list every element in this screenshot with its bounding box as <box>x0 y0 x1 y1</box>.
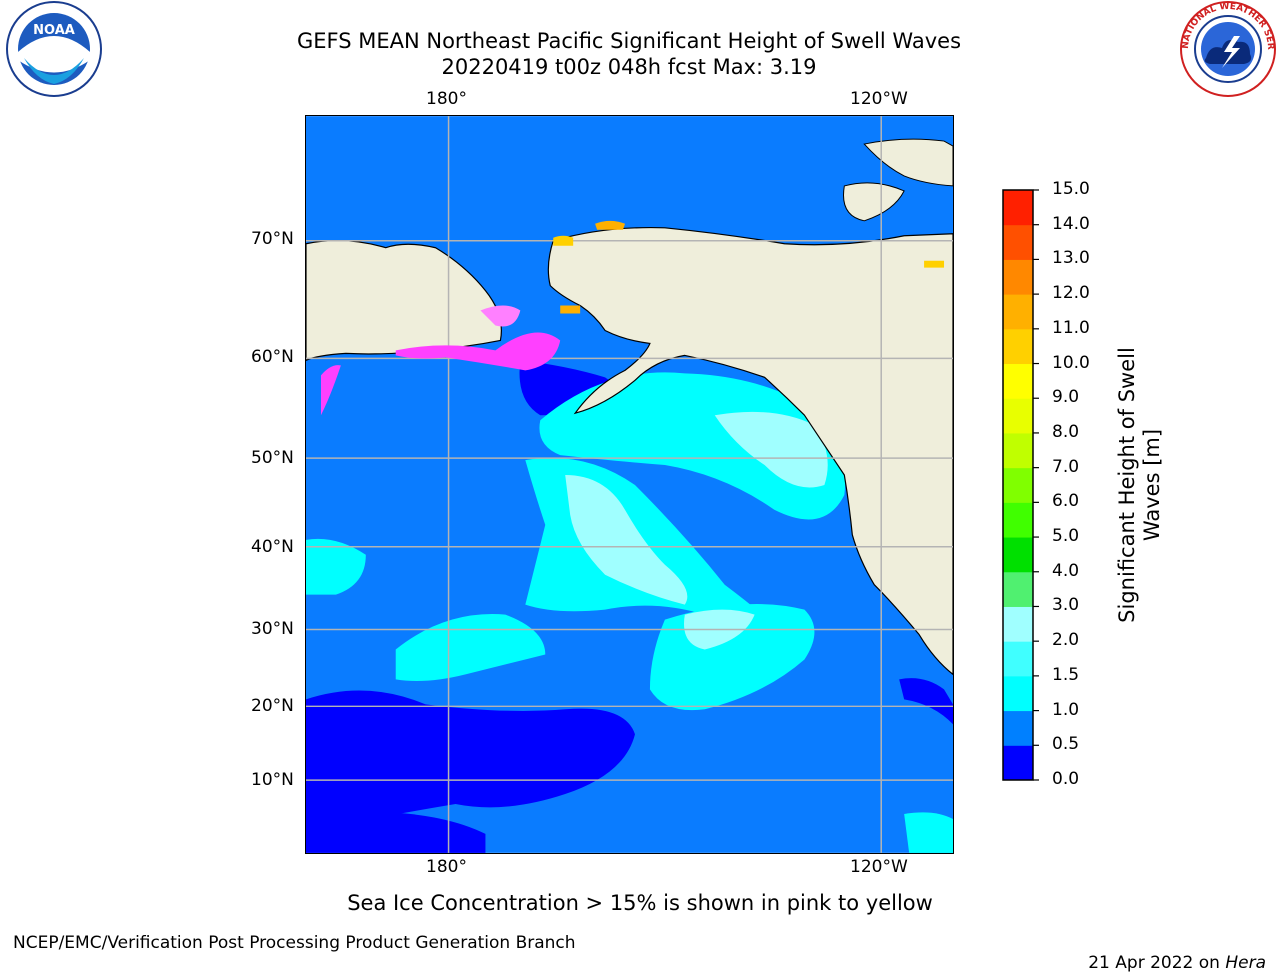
colorbar-segment-11 <box>1003 363 1033 399</box>
lon-tick-bottom-180: 180° <box>426 857 467 877</box>
colorbar-segment-2 <box>1003 675 1033 712</box>
gridlines <box>306 116 953 853</box>
nws-logo: NATIONAL WEATHER SERVICE <box>1176 0 1276 97</box>
colorbar-tick-label: 1.0 <box>1052 699 1080 720</box>
colorbar-tick-label: 1.5 <box>1052 664 1080 685</box>
noaa-logo-text: NOAA <box>33 23 75 38</box>
colorbar-tick-label: 6.0 <box>1052 491 1080 512</box>
colorbar-tick-label: 8.0 <box>1052 421 1080 442</box>
colorbar-segment-12 <box>1003 328 1033 365</box>
sea-ice-bering <box>395 332 561 371</box>
footer-date: 21 Apr 2022 on Hera <box>1077 933 1266 973</box>
swell-zone-low-southwest <box>306 811 486 853</box>
sea-ice-norton <box>480 305 521 327</box>
swell-height-map <box>305 115 954 854</box>
colorbar-tick-label: 14.0 <box>1052 213 1090 234</box>
sea-ice-yellow-1 <box>553 235 574 246</box>
colorbar-tick-label: 2.0 <box>1052 630 1080 651</box>
lat-tick-20n: 20°N <box>251 696 294 716</box>
lat-tick-40n: 40°N <box>251 537 294 557</box>
colorbar-tick-label: 4.0 <box>1052 560 1080 581</box>
colorbar-segment-16 <box>1003 190 1033 226</box>
lat-tick-10n: 10°N <box>251 770 294 790</box>
colorbar-segment-1 <box>1003 710 1033 746</box>
footer-branch: NCEP/EMC/Verification Post Processing Pr… <box>13 933 576 953</box>
sea-ice-yellow-4 <box>924 260 945 268</box>
swell-zone-mid-southeast <box>904 812 953 853</box>
lat-tick-30n: 30°N <box>251 619 294 639</box>
colorbar-tick-label: 11.0 <box>1052 317 1090 338</box>
colorbar-tick-label: 13.0 <box>1052 248 1090 269</box>
colorbar-segment-3 <box>1003 641 1033 677</box>
lon-tick-top-180: 180° <box>426 89 467 109</box>
colorbar-tick-label: 15.0 <box>1052 179 1090 199</box>
land-arctic-islands <box>863 138 953 187</box>
title-line-1: GEFS MEAN Northeast Pacific Significant … <box>296 29 962 53</box>
colorbar-segment-4 <box>1003 606 1033 642</box>
colorbar-border <box>1002 189 1034 781</box>
colorbar-label-line-2: Waves [m] <box>1140 428 1164 542</box>
sea-ice-overlay <box>320 220 945 416</box>
colorbar-tick-label: 12.0 <box>1052 283 1090 304</box>
sea-ice-note: Sea Ice Concentration > 15% is shown in … <box>347 891 933 915</box>
colorbar-segment-5 <box>1003 571 1033 607</box>
colorbar-tick-label: 0.0 <box>1052 769 1080 789</box>
swell-zone-high-northeast <box>714 411 828 488</box>
colorbar-tick-label: 5.0 <box>1052 526 1080 547</box>
colorbar-label: Significant Height of Swell Waves [m] <box>1115 325 1165 645</box>
colorbar-tick-label: 7.0 <box>1052 456 1080 477</box>
colorbar-segment-7 <box>1003 502 1033 538</box>
footer-machine: Hera <box>1225 953 1266 973</box>
lon-tick-bottom-120w: 120°W <box>850 857 908 877</box>
lat-tick-60n: 60°N <box>251 347 294 367</box>
colorbar-label-line-1: Significant Height of Swell <box>1115 347 1139 623</box>
colorbar-segment-0 <box>1003 745 1033 781</box>
title-line-2: 20220419 t00z 048h fcst Max: 3.19 <box>441 55 817 79</box>
colorbar-tick-label: 9.0 <box>1052 387 1080 408</box>
lat-tick-70n: 70°N <box>251 229 294 249</box>
colorbar-segment-9 <box>1003 432 1033 469</box>
footer-date-text: 21 Apr 2022 on <box>1088 953 1226 973</box>
colorbar-tick-label: 3.0 <box>1052 595 1080 616</box>
colorbar-segment-14 <box>1003 259 1033 295</box>
lon-tick-top-120w: 120°W <box>850 89 908 109</box>
colorbar-tick-label: 0.5 <box>1052 734 1080 755</box>
swell-zone-low-south <box>306 690 635 834</box>
swell-zone-low-coast <box>899 678 953 725</box>
colorbar-segment-6 <box>1003 537 1033 573</box>
colorbar-tick-label: 10.0 <box>1052 352 1090 373</box>
colorbar-segment-15 <box>1003 224 1033 260</box>
sea-ice-yellow-2 <box>595 220 626 230</box>
colorbar-ticks: 0.0 0.5 1.0 1.5 2.0 3.0 4.0 5.0 6.0 7.0 8.0 9.0 10.0… <box>1040 179 1100 789</box>
sea-ice-yellow-3 <box>560 305 581 314</box>
land-arctic-island-2 <box>843 182 905 222</box>
noaa-logo: NOAA <box>6 1 102 97</box>
colorbar-segment-13 <box>1003 294 1033 330</box>
colorbar-segment-8 <box>1003 467 1033 503</box>
swell-zone-mid-farwest <box>306 538 366 595</box>
lat-tick-50n: 50°N <box>251 448 294 468</box>
swell-zone-mid-west <box>395 614 546 682</box>
sea-ice-west <box>320 365 341 416</box>
land-alaska-canada <box>547 226 953 676</box>
swell-zone-mid-north <box>539 372 846 520</box>
colorbar <box>1002 189 1039 781</box>
swell-zone-high-central <box>565 475 688 605</box>
colorbar-segment-10 <box>1003 398 1033 434</box>
